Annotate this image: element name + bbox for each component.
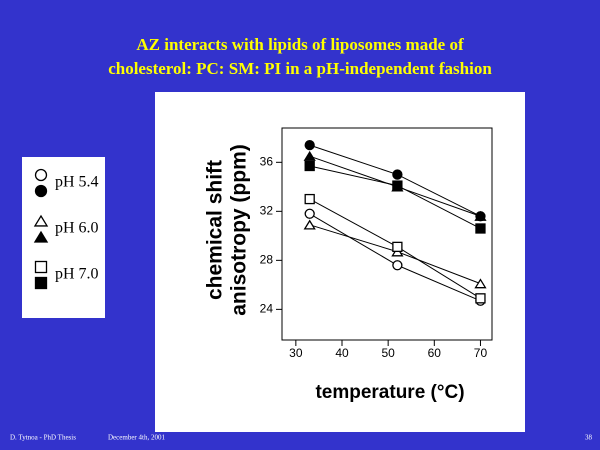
x-tick-label: 50 (381, 346, 395, 360)
marker (474, 210, 487, 221)
legend-marker (34, 168, 48, 182)
y-axis-label: anisotropy (ppm) (228, 144, 251, 316)
x-tick-label: 60 (428, 346, 442, 360)
marker (304, 160, 315, 172)
marker (392, 241, 403, 253)
marker (304, 140, 315, 151)
marker (475, 293, 486, 304)
footer-date: December 4th, 2001 (108, 434, 165, 442)
marker (392, 260, 403, 271)
legend-marker (33, 230, 49, 243)
marker (392, 180, 403, 191)
x-tick-label: 30 (289, 346, 303, 360)
marker (392, 169, 403, 180)
y-axis-label: chemical shift (204, 160, 227, 300)
x-tick-label: 70 (474, 346, 488, 360)
legend-label: pH 5.4 (55, 174, 99, 191)
title-line: cholesterol: PC: SM: PI in a pH-independ… (108, 59, 492, 78)
title-line: AZ interacts with lipids of liposomes ma… (136, 35, 464, 54)
y-tick-label: 24 (260, 302, 274, 316)
marker (475, 223, 486, 234)
y-tick-label: 32 (260, 204, 274, 218)
legend-marker (34, 184, 48, 198)
marker (304, 208, 315, 219)
legend-label: pH 7.0 (55, 266, 99, 283)
marker (304, 193, 315, 205)
marker (303, 219, 316, 230)
legend-marker (34, 260, 48, 274)
legend-marker (34, 276, 48, 290)
marker (474, 278, 487, 289)
chart-panel (155, 92, 525, 432)
x-axis-label: temperature (°C) (315, 382, 464, 403)
legend-label: pH 6.0 (55, 220, 99, 237)
footer-author: D. Tytnoa - PhD Thesis (10, 434, 76, 442)
y-tick-label: 36 (260, 154, 274, 168)
legend-marker (33, 214, 49, 227)
footer-page: 38 (585, 434, 593, 442)
marker (303, 150, 316, 161)
y-tick-label: 28 (260, 253, 274, 267)
plot-frame (281, 127, 493, 341)
legend-box (22, 157, 105, 318)
x-tick-label: 40 (335, 346, 349, 360)
